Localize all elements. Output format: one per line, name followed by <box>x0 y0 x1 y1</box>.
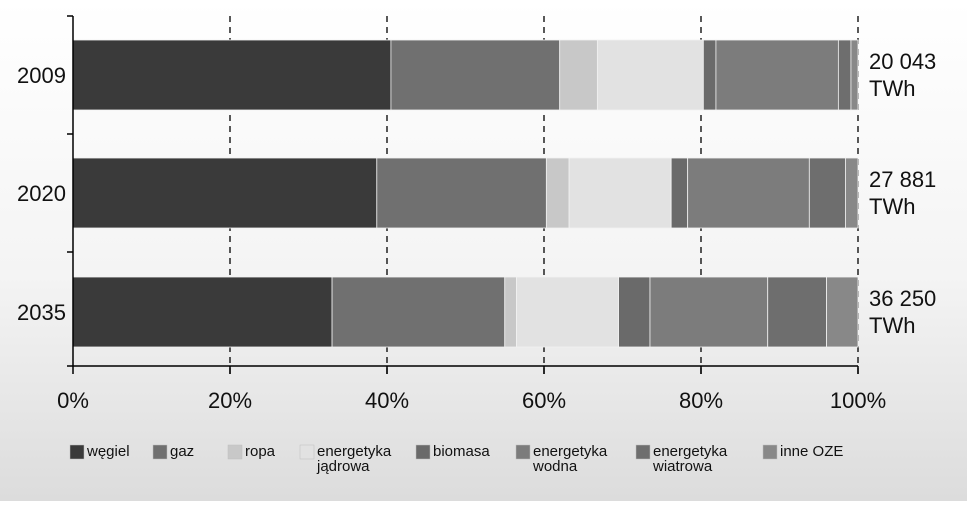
bar-2020-gaz <box>376 157 547 229</box>
legend-swatch-inne-OZE <box>762 444 778 460</box>
legend-label-inne-OZE: inne OZE <box>780 443 843 460</box>
bar-2020-węgiel <box>72 157 378 229</box>
legend-label-line: biomasa <box>433 443 490 460</box>
legend-label-line: ropa <box>245 443 276 460</box>
legend-swatch-energetyka-wodna <box>515 444 531 460</box>
bar-2035-biomasa <box>618 276 651 348</box>
bar-2009-inne-OZE <box>850 39 859 111</box>
bar-2035-energetyka-wodna <box>649 276 769 348</box>
bar-2020-energetyka-jądrowa <box>568 157 672 229</box>
legend-swatch-biomasa <box>415 444 431 460</box>
bar-2020-biomasa <box>670 157 689 229</box>
x-tick-label-1: 20% <box>208 388 252 413</box>
bar-2035-energetyka-wiatrowa <box>767 276 827 348</box>
bar-2035-energetyka-jądrowa <box>516 276 619 348</box>
category-label-2035: 2035 <box>17 300 66 325</box>
legend-label-line: węgiel <box>86 443 130 460</box>
legend-label-węgiel: węgiel <box>86 443 130 460</box>
legend-label-line: energetyka <box>653 443 728 460</box>
bar-2009-energetyka-jądrowa <box>596 39 704 111</box>
legend-label-energetyka-jądrowa: energetyka jądrowa <box>316 443 392 475</box>
legend-label-line: gaz <box>170 443 194 460</box>
legend-label-line: energetyka <box>317 443 392 460</box>
x-tick-label-4: 80% <box>679 388 723 413</box>
x-tick-label-0: 0% <box>57 388 89 413</box>
legend-label-line: wiatrowa <box>652 458 713 475</box>
total-unit-2009: TWh <box>869 76 915 101</box>
bar-segments <box>72 39 859 348</box>
bar-2009-gaz <box>390 39 561 111</box>
legend-label-line: inne OZE <box>780 443 843 460</box>
legend-swatch-ropa <box>227 444 243 460</box>
legend-swatch-energetyka-wiatrowa <box>635 444 651 460</box>
bar-2035-gaz <box>331 276 506 348</box>
legend-label-gaz: gaz <box>170 443 194 460</box>
legend-swatch-gaz <box>152 444 168 460</box>
total-value-2035: 36 250 <box>869 286 936 311</box>
bar-2020-energetyka-wodna <box>687 157 810 229</box>
bar-2020-energetyka-wiatrowa <box>808 157 846 229</box>
bar-2035-ropa <box>504 276 517 348</box>
total-value-2020: 27 881 <box>869 167 936 192</box>
legend-label-line: wodna <box>532 458 578 475</box>
x-tick-label-3: 60% <box>522 388 566 413</box>
bar-2009-biomasa <box>702 39 717 111</box>
category-label-2020: 2020 <box>17 181 66 206</box>
legend-label-energetyka-wiatrowa: energetyka wiatrowa <box>652 443 728 475</box>
x-tick-label-5: 100% <box>830 388 886 413</box>
legend-label-line: energetyka <box>533 443 608 460</box>
legend-label-biomasa: biomasa <box>433 443 490 460</box>
legend-label-line: jądrowa <box>316 458 370 475</box>
total-unit-2035: TWh <box>869 313 915 338</box>
x-tick-label-2: 40% <box>365 388 409 413</box>
total-value-2009: 20 043 <box>869 49 936 74</box>
total-unit-2020: TWh <box>869 194 915 219</box>
axes <box>67 15 859 374</box>
legend-label-ropa: ropa <box>245 443 276 460</box>
bar-2020-ropa <box>545 157 570 229</box>
bar-2009-węgiel <box>72 39 392 111</box>
bar-2009-energetyka-wiatrowa <box>837 39 852 111</box>
category-label-2009: 2009 <box>17 63 66 88</box>
bar-2009-energetyka-wodna <box>715 39 839 111</box>
bar-2035-węgiel <box>72 276 333 348</box>
bar-2020-inne-OZE <box>845 157 859 229</box>
legend-swatch-węgiel <box>69 444 85 460</box>
bar-2035-inne-OZE <box>826 276 859 348</box>
legend-label-energetyka-wodna: energetyka wodna <box>532 443 608 475</box>
legend-swatch-energetyka-jądrowa <box>299 444 315 460</box>
bar-2009-ropa <box>559 39 598 111</box>
